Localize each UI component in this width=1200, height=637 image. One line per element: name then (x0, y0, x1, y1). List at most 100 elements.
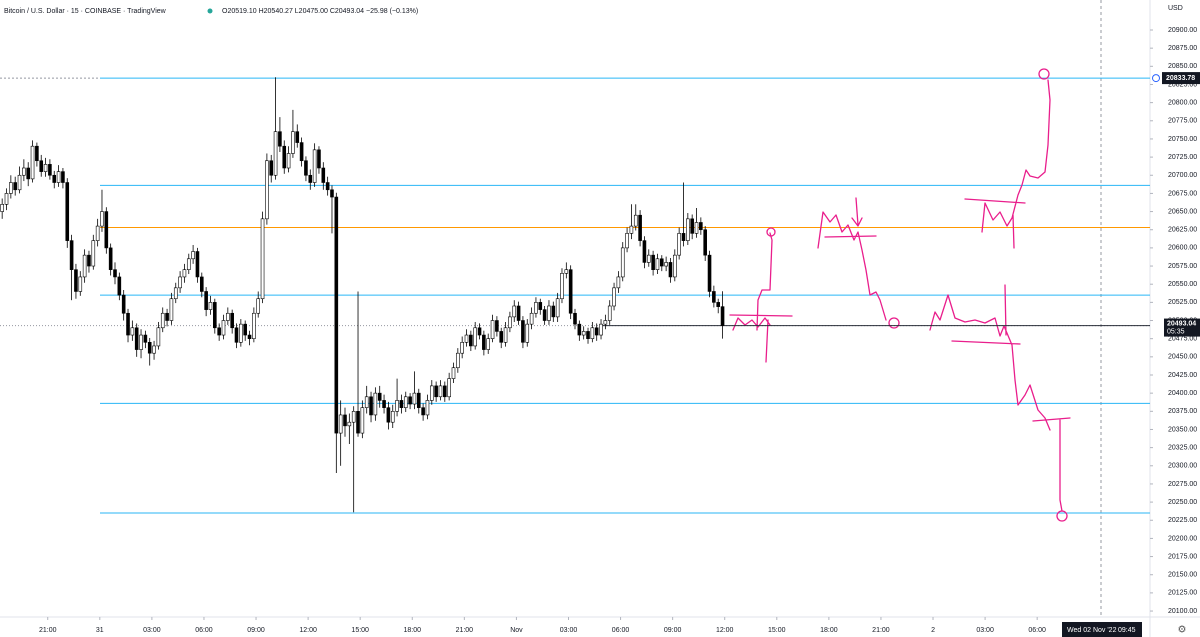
candle-body (213, 302, 217, 329)
candle-body (126, 312, 130, 336)
candle-body (399, 400, 404, 408)
candle-body (703, 229, 707, 256)
candle-body (143, 334, 148, 343)
candle-body (360, 407, 365, 434)
candle-body (629, 225, 634, 234)
candle-body (594, 327, 599, 336)
y-tick-label: 20600.00 (1168, 245, 1197, 252)
candle-body (113, 269, 117, 278)
candle-body (173, 287, 178, 300)
y-tick-label: 20725.00 (1168, 154, 1197, 161)
candle-body (82, 254, 87, 278)
candle-body (199, 276, 204, 292)
candle-body (720, 306, 725, 326)
y-tick-label: 20250.00 (1168, 499, 1197, 506)
candle-body (347, 421, 352, 427)
candle-body (490, 320, 495, 339)
candle-body (65, 182, 70, 241)
candle-body (147, 342, 152, 354)
candle-body (186, 258, 191, 270)
x-tick-label: 06:00 (1028, 627, 1046, 634)
candle-body (659, 258, 664, 267)
candle-body (48, 164, 52, 176)
candle-body (651, 254, 655, 270)
y-tick-label: 20625.00 (1168, 227, 1197, 234)
candle-body (74, 269, 78, 292)
x-tick-label: 15:00 (351, 627, 369, 634)
candle-body (551, 305, 556, 318)
candle-body (555, 298, 560, 318)
candle-body (247, 334, 252, 339)
candle-body (273, 131, 278, 176)
candle-body (646, 254, 651, 263)
candle-body (286, 153, 291, 169)
last-price-badge (1164, 318, 1200, 337)
candle-body (9, 182, 13, 194)
candle-body (169, 298, 174, 321)
candle-body (308, 174, 313, 183)
drawing (817, 197, 887, 321)
candle-body (620, 247, 625, 278)
candle-body (217, 327, 221, 336)
drawing (766, 227, 776, 237)
drawing (1056, 510, 1068, 522)
y-tick-label: 20550.00 (1168, 281, 1197, 288)
candle-body (69, 240, 74, 270)
candle-body (690, 218, 694, 234)
candle-body (87, 254, 91, 267)
drawing (1032, 417, 1071, 512)
y-tick-label: 20700.00 (1168, 172, 1197, 179)
price-badge-label: 20833.78 (1166, 75, 1195, 82)
candle-body (160, 312, 165, 329)
candle-body (152, 345, 156, 354)
y-tick-label: 20400.00 (1168, 390, 1197, 397)
candle-body (91, 240, 96, 267)
settings-icon: ⚙ (1178, 625, 1187, 636)
candle-body (716, 302, 721, 307)
candle-body (408, 396, 412, 405)
candle-body (178, 276, 182, 289)
candle-body (429, 385, 434, 401)
y-tick-label: 20475.00 (1168, 336, 1197, 343)
x-tick-label: 15:00 (768, 627, 786, 634)
candle-body (100, 211, 104, 227)
candle-body (460, 342, 464, 354)
candle-body (256, 298, 261, 314)
candle-body (694, 222, 699, 234)
candle-body (681, 233, 686, 241)
candle-body (208, 302, 213, 310)
drawing (1038, 68, 1050, 80)
candle-body (343, 414, 347, 427)
candle-body (590, 327, 595, 339)
candle-body (108, 247, 113, 270)
candle-body (356, 411, 360, 434)
drawing (729, 232, 793, 363)
candle-body (564, 269, 569, 274)
candle-body (52, 174, 57, 183)
candle-body (299, 142, 304, 162)
candle-body (599, 323, 603, 336)
candle-body (265, 160, 269, 220)
candle-body (625, 233, 629, 249)
x-tick-label: 21:00 (872, 627, 890, 634)
candle-body (503, 327, 508, 343)
x-tick-label: 03:00 (976, 627, 994, 634)
y-tick-label: 20150.00 (1168, 572, 1197, 579)
candle-body (655, 258, 660, 270)
candle-body (282, 145, 287, 169)
candle-body (434, 385, 438, 398)
y-tick-label: 20675.00 (1168, 190, 1197, 197)
candle-body (304, 160, 308, 176)
candle-body (477, 327, 482, 336)
alert-icon (1152, 74, 1160, 83)
y-tick-label: 20425.00 (1168, 372, 1197, 379)
candle-body (226, 312, 230, 321)
y-tick-label: 20875.00 (1168, 45, 1197, 52)
candle-body (369, 396, 373, 416)
y-tick-label: 20450.00 (1168, 354, 1197, 361)
candle-body (243, 323, 247, 336)
x-tick-label: 06:00 (612, 627, 630, 634)
candle-body (56, 171, 61, 183)
